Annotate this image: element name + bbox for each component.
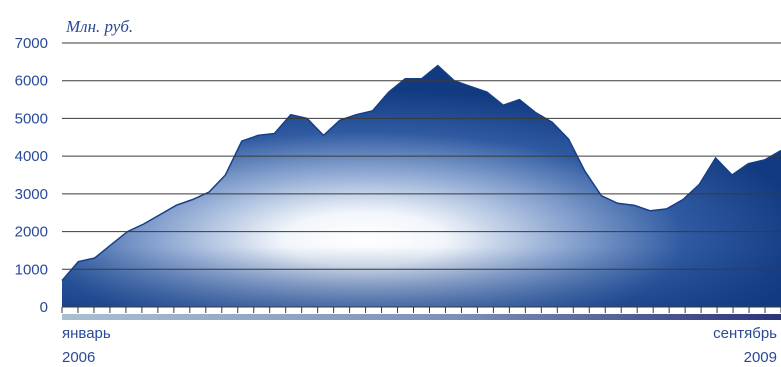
x-axis-ticks bbox=[61, 307, 781, 313]
y-tick-label: 7000 bbox=[15, 35, 48, 52]
y-tick-label: 4000 bbox=[15, 148, 48, 165]
area-layer bbox=[61, 64, 781, 307]
x-end-year: 2009 bbox=[744, 349, 777, 366]
gridlines bbox=[62, 42, 781, 308]
y-tick-label: 1000 bbox=[15, 261, 48, 278]
x-start-month: январь bbox=[62, 325, 111, 342]
y-tick-label: 3000 bbox=[15, 186, 48, 203]
y-tick-label: 6000 bbox=[15, 73, 48, 90]
x-axis-band bbox=[62, 314, 781, 320]
y-tick-label: 5000 bbox=[15, 110, 48, 127]
x-end-month: сентябрь bbox=[713, 325, 777, 342]
y-axis-ticks: 7000 6000 5000 4000 3000 2000 1000 0 bbox=[15, 35, 48, 316]
series-area-shade bbox=[62, 65, 781, 307]
y-tick-label: 0 bbox=[40, 299, 48, 316]
x-start-year: 2006 bbox=[62, 349, 95, 366]
unit-label: Млн. руб. bbox=[65, 17, 133, 36]
y-tick-label: 2000 bbox=[15, 224, 48, 241]
series-line bbox=[61, 64, 781, 282]
